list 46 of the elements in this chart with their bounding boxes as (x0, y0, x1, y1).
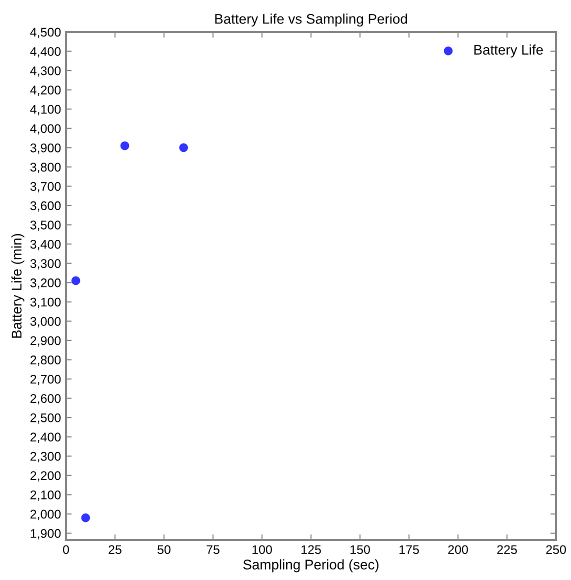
y-tick-label: 2,800 (30, 356, 61, 366)
x-tick-label: 0 (63, 545, 69, 554)
x-tick-label: 100 (252, 545, 272, 554)
y-tick-label: 3,000 (30, 316, 61, 328)
y-tick-label: 1,900 (30, 529, 61, 540)
y-tick-label: 2,100 (30, 490, 61, 501)
y-tick-label: 4,400 (30, 47, 61, 58)
point (71, 276, 80, 286)
y-tick-label: 3,500 (30, 220, 61, 231)
y-axis-title: Battery Life (min) (11, 234, 24, 338)
point (120, 141, 130, 150)
y-tick-label: 3,100 (30, 298, 61, 308)
y-tick-label: 4,500 (30, 28, 61, 38)
point (179, 143, 188, 152)
x-tick-label: 50 (158, 545, 170, 554)
x-axis-title: Sampling Period (sec) (243, 559, 378, 572)
y-tick-label: 4,100 (30, 104, 61, 116)
y-tick-label: 2,200 (30, 471, 61, 482)
x-tick-label: 250 (546, 545, 566, 554)
y-tick-label: 3,200 (30, 278, 61, 289)
y-tick-label: 3,700 (30, 182, 61, 192)
y-tick-label: 3,400 (30, 240, 61, 250)
x-tick-label: 75 (206, 545, 220, 554)
y-tick-label: 2,500 (30, 413, 61, 424)
y-tick-label: 2,700 (30, 374, 61, 386)
y-tick-label: 2,400 (30, 432, 61, 443)
legend-label: Battery Life (474, 44, 543, 58)
y-tick-label: 4,300 (30, 66, 61, 77)
y-tick-label: 3,900 (30, 143, 61, 154)
y-tick-label: 4,200 (30, 86, 61, 96)
x-tick-label: 25 (108, 545, 122, 554)
y-tick-label: 3,800 (30, 162, 61, 174)
point (81, 513, 90, 522)
y-tick-label: 2,300 (30, 452, 61, 462)
y-tick-label: 2,900 (30, 336, 61, 347)
x-tick-label: 175 (400, 545, 419, 554)
y-tick-label: 2,000 (30, 510, 61, 520)
x-tick-label: 150 (350, 545, 370, 554)
x-tick-label: 200 (448, 545, 468, 554)
y-tick-label: 2,600 (30, 394, 61, 404)
y-tick-label: 4,000 (30, 124, 61, 135)
y-tick-label: 3,300 (30, 259, 61, 270)
chart-title: Battery Life vs Sampling Period (215, 14, 407, 27)
x-tick-label: 125 (302, 545, 321, 554)
x-tick-label: 225 (497, 545, 517, 554)
y-tick-label: 3,600 (30, 201, 61, 212)
